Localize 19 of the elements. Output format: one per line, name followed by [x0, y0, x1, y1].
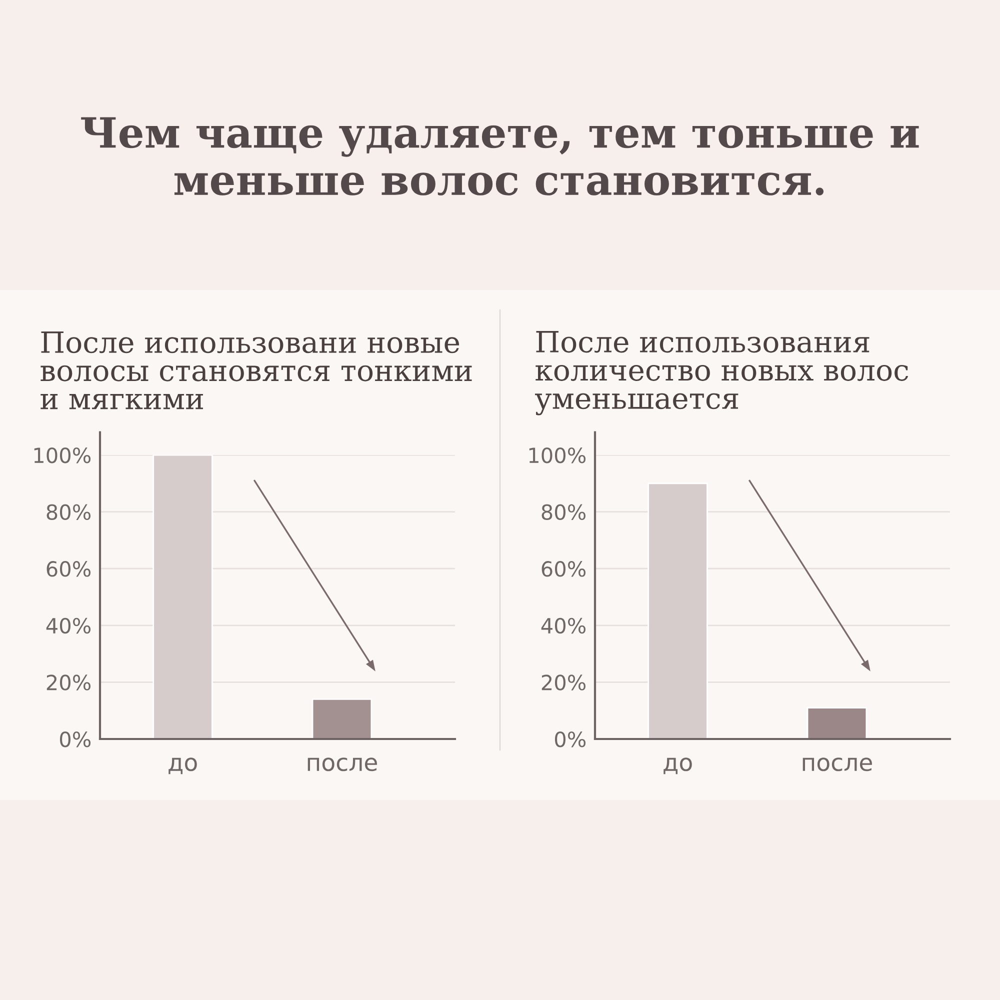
- y-tick-label: 20%: [542, 674, 586, 690]
- y-tick-label: 20%: [46, 674, 91, 690]
- chart-title: После использовани новые волосы становятся тонкими и мягкими: [40, 331, 472, 410]
- y-tick-label: 0%: [60, 731, 91, 748]
- y-tick-label: 80%: [542, 504, 586, 520]
- x-tick-label: после: [308, 758, 377, 772]
- x-tick-label: до: [168, 758, 197, 774]
- y-tick-label: 0%: [554, 731, 586, 748]
- chart-title: После использования количество новых волос уменьшается: [535, 331, 908, 416]
- x-tick-label: после: [802, 758, 872, 772]
- y-tick-label: 40%: [46, 618, 91, 634]
- x-tick-label: до: [664, 758, 692, 774]
- y-tick-label: 60%: [46, 561, 91, 577]
- y-tick-label: 100%: [34, 447, 91, 464]
- y-tick-label: 60%: [542, 561, 586, 577]
- y-tick-label: 80%: [46, 504, 91, 520]
- text: Чем чаще удаляете, тем тоньше и меньше волос становится.: [81, 117, 919, 196]
- y-tick-label: 100%: [529, 447, 586, 464]
- y-tick-label: 40%: [541, 618, 586, 634]
